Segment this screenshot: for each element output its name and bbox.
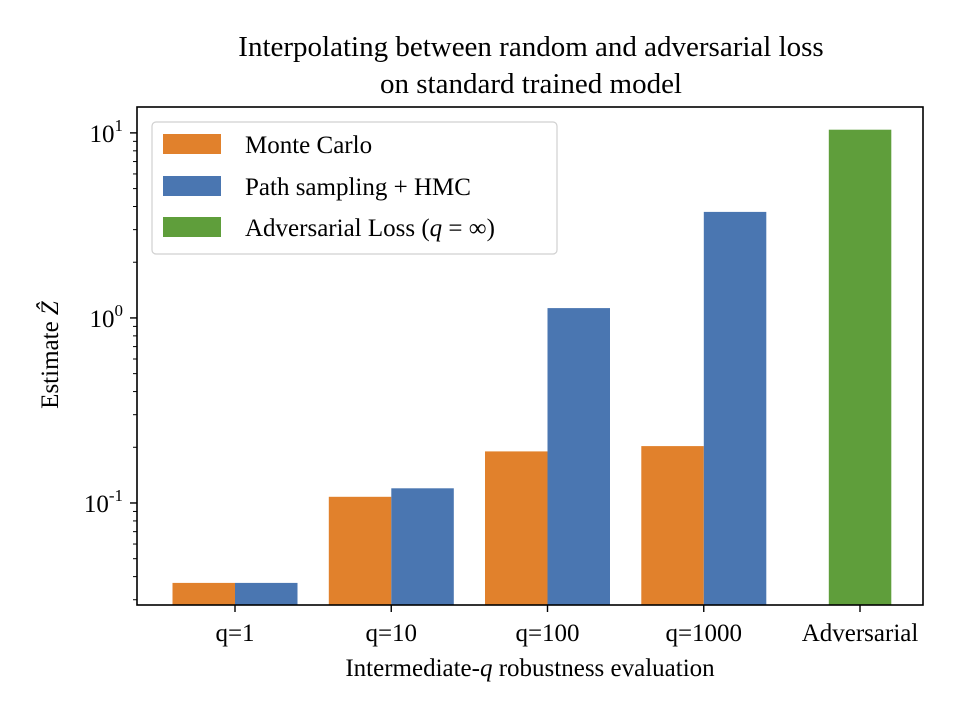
y-axis-label-text: Estimate <box>37 315 64 409</box>
bar-path-sampling-hmc-q-1000 <box>703 211 767 605</box>
legend-label-path-sampling: Path sampling + HMC <box>245 174 471 201</box>
y-tick-label: 100 <box>90 301 124 333</box>
bar-path-sampling-hmc-q-10 <box>391 488 454 605</box>
y-axis-label: Estimate Ẑ <box>36 300 64 409</box>
y-tick-label-base: 10 <box>84 491 109 518</box>
x-tick-label-q-100: q=100 <box>515 620 579 647</box>
y-axis-label-var: Ẑ <box>36 300 64 315</box>
x-tick-label-q-1000: q=1000 <box>665 620 742 647</box>
bar-path-sampling-hmc-q-100 <box>547 308 610 605</box>
x-tick-label-adversarial: Adversarial <box>802 620 919 647</box>
legend-label-adversarial: Adversarial Loss (q = ∞) <box>245 215 495 242</box>
y-tick-label-base: 10 <box>90 121 115 148</box>
chart-title: Interpolating between random and adversa… <box>238 31 823 63</box>
legend-swatch-path-sampling <box>163 176 221 196</box>
x-axis-label-var: q <box>480 655 493 682</box>
bar-path-sampling-hmc-q-1 <box>235 582 298 605</box>
chart-subtitle: on standard trained model <box>380 68 682 100</box>
legend-label-monte-carlo: Monte Carlo <box>245 132 372 159</box>
x-ticks-group: q=1 q=10 q=100 q=1000 Adversarial <box>215 605 918 647</box>
legend-swatch-adversarial <box>163 217 221 237</box>
y-tick-label: 10-1 <box>84 486 123 518</box>
x-axis-label-post: robustness evaluation <box>492 655 715 682</box>
bar-monte-carlo-q-1 <box>172 582 235 605</box>
legend-swatch-monte-carlo <box>163 134 221 154</box>
y-tick-label-exponent: 1 <box>115 116 124 135</box>
legend-label-adversarial-var: q <box>430 215 443 242</box>
legend: Monte Carlo Path sampling + HMC Adversar… <box>151 121 558 255</box>
y-tick-label: 101 <box>90 116 124 148</box>
bar-monte-carlo-q-100 <box>485 451 548 605</box>
x-tick-label-q-1: q=1 <box>215 620 254 647</box>
y-tick-label-base: 10 <box>90 306 115 333</box>
x-axis-label: Intermediate-q robustness evaluation <box>345 655 715 682</box>
x-tick-label-q-10: q=10 <box>365 620 417 647</box>
x-axis-label-pre: Intermediate- <box>345 655 480 682</box>
bar-monte-carlo-q-10 <box>328 496 392 605</box>
legend-box <box>151 121 558 255</box>
bars-group <box>172 129 892 605</box>
legend-label-adversarial-post: = ∞) <box>442 215 495 242</box>
plot-frame <box>136 106 924 606</box>
legend-label-adversarial-pre: Adversarial Loss ( <box>245 215 430 242</box>
bar-monte-carlo-q-1000 <box>641 446 704 605</box>
bar-adversarial-loss-q-adversarial <box>828 129 892 605</box>
y-tick-label-exponent: -1 <box>109 486 123 505</box>
y-tick-label-exponent: 0 <box>115 301 124 320</box>
